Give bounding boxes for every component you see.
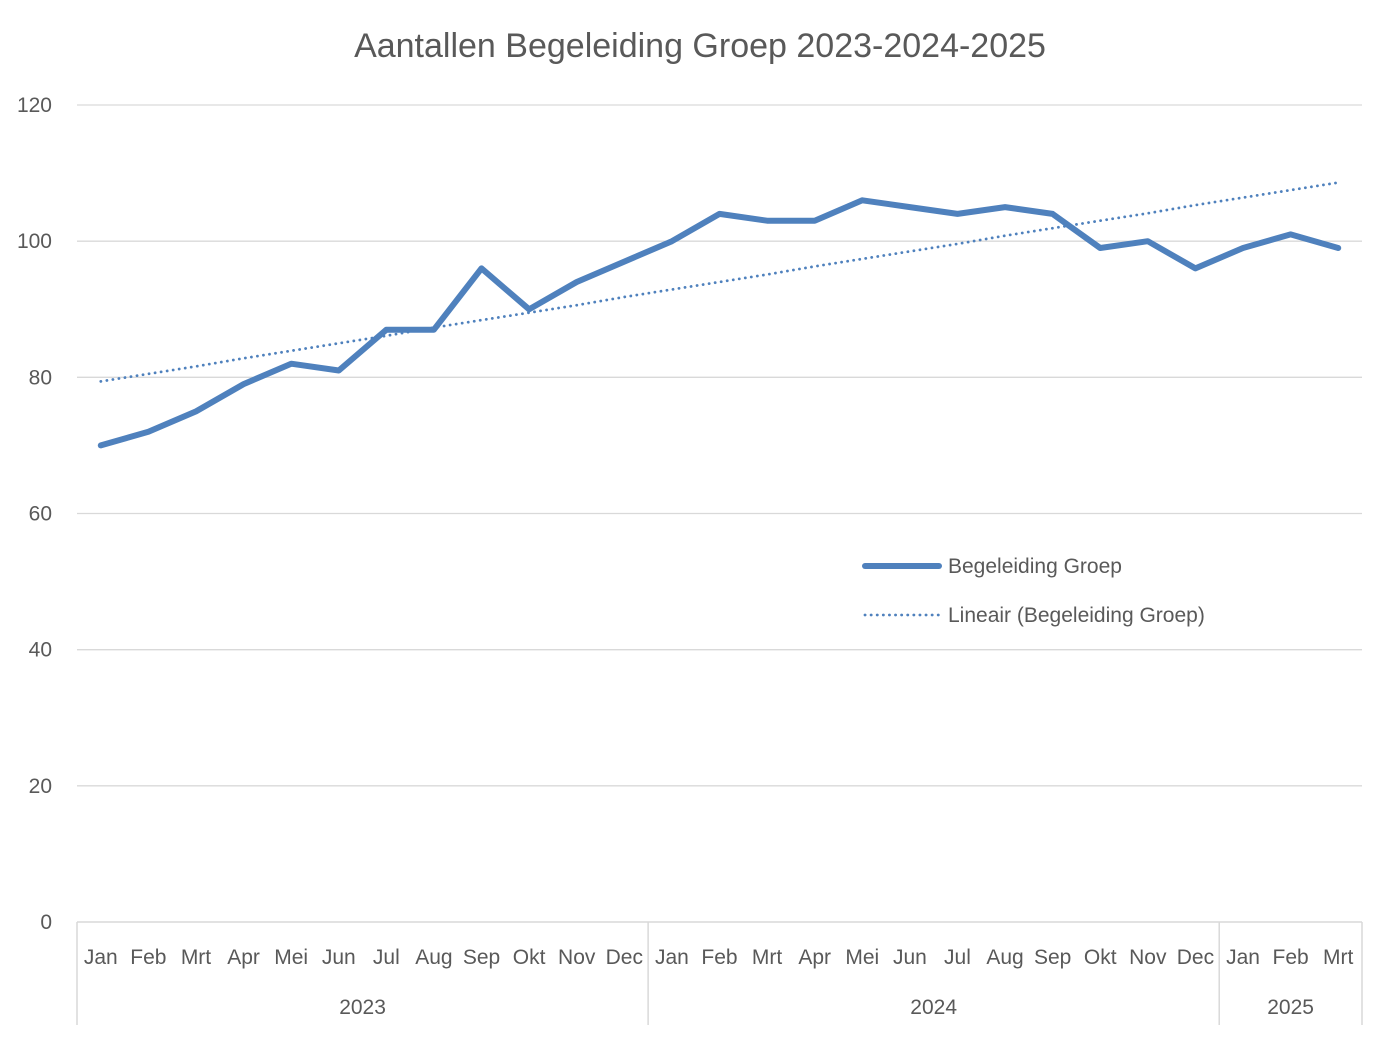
y-tick-label: 40 [29,639,52,662]
legend-label: Begeleiding Groep [948,555,1122,578]
x-tick-label: Feb [130,946,166,969]
y-tick-label: 100 [17,230,52,253]
x-tick-label: Okt [513,946,546,969]
x-tick-label: Mrt [181,946,211,969]
x-tick-label: Mrt [1323,946,1353,969]
x-tick-label: Sep [1034,946,1071,969]
x-tick-label: Jun [322,946,356,969]
y-tick-label: 80 [29,366,52,389]
x-tick-label: Aug [986,946,1023,969]
x-tick-label: Nov [1129,946,1167,969]
trendline-series [99,181,1340,383]
x-tick-label: Okt [1084,946,1117,969]
gridlines [77,104,1362,787]
y-tick-label: 60 [29,503,52,526]
x-tick-label: Aug [415,946,452,969]
y-tick-label: 120 [17,94,52,117]
x-tick-label: Mei [845,946,879,969]
x-tick-label: Apr [798,946,831,969]
series-line [97,197,1342,449]
x-tick-label: Nov [558,946,596,969]
x-tick-label: Sep [463,946,500,969]
chart-title: Aantallen Begeleiding Groep 2023-2024-20… [354,27,1046,65]
x-group-label: 2024 [910,996,957,1019]
x-tick-label: Jul [944,946,971,969]
x-axis: 2023 2024 2025 Jan Feb Mrt Apr Mei Jun Jul Aug Sep O… [76,921,1363,1025]
x-tick-label: Jan [84,946,118,969]
y-tick-label: 0 [40,911,52,934]
x-group-label: 2025 [1267,996,1314,1019]
x-tick-label: Mrt [752,946,782,969]
x-group-label: 2023 [339,996,386,1019]
x-tick-label: Feb [1273,946,1309,969]
x-tick-label: Dec [606,946,643,969]
legend-label: Lineair (Begeleiding Groep) [948,604,1205,627]
y-axis-ticks: 0 20 40 60 80 100 120 [17,94,52,934]
x-tick-label: Mei [274,946,308,969]
y-tick-label: 20 [29,775,52,798]
legend: Begeleiding Groep Lineair (Begeleiding Gr… [862,555,1205,627]
x-tick-label: Apr [227,946,260,969]
series-group [97,181,1342,449]
x-tick-label: Jul [373,946,400,969]
x-tick-label: Jan [655,946,689,969]
x-tick-label: Feb [701,946,737,969]
x-tick-label: Jan [1226,946,1260,969]
x-tick-label: Dec [1177,946,1214,969]
x-tick-label: Jun [893,946,927,969]
